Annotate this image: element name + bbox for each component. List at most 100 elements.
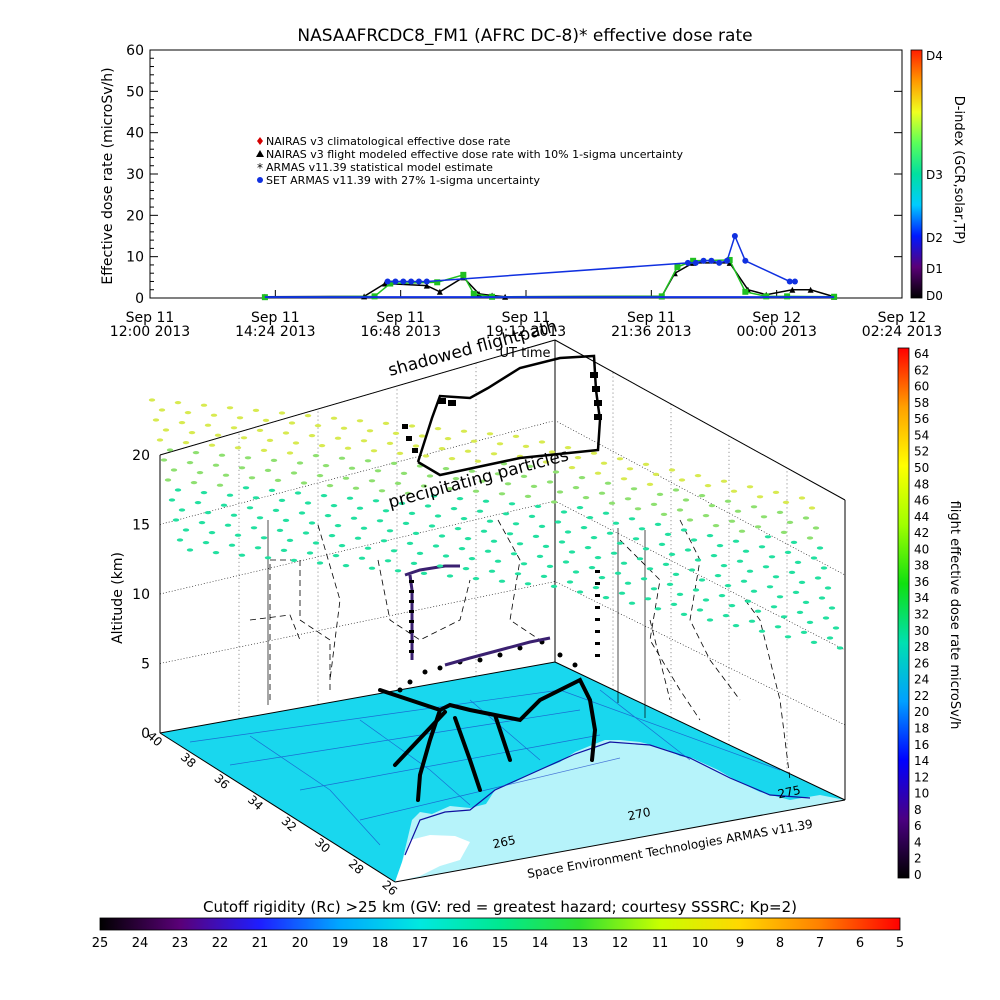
- particle-mark: [342, 564, 350, 568]
- particle-mark: [396, 451, 404, 455]
- particle-mark: [592, 586, 600, 590]
- d-index-tick-label: D0: [926, 289, 943, 303]
- particle-mark: [274, 478, 282, 482]
- particle-mark: [798, 496, 806, 500]
- particle-mark: [490, 452, 498, 456]
- cutoff-rigidity-colorbar-group: Cutoff rigidity (Rc) >25 km (GV: red = g…: [92, 898, 904, 951]
- particle-mark: [282, 431, 290, 435]
- particle-mark: [386, 529, 394, 533]
- particle-mark: [546, 480, 554, 484]
- particle-mark: [464, 449, 472, 453]
- particle-mark: [456, 497, 464, 501]
- particle-mark: [428, 524, 436, 528]
- particle-mark: [204, 423, 212, 427]
- particle-mark: [568, 550, 576, 554]
- data-point: [716, 259, 723, 266]
- particle-mark: [248, 476, 256, 480]
- particle-mark: [260, 536, 268, 540]
- rigidity-tick-label: 20: [292, 936, 309, 951]
- particle-mark: [628, 601, 636, 605]
- particle-mark: [472, 577, 480, 581]
- particle-mark: [254, 546, 262, 550]
- particle-mark: [290, 558, 298, 563]
- particle-mark: [454, 527, 462, 531]
- precipitating-particles-field: [148, 398, 844, 650]
- particle-mark: [754, 525, 762, 529]
- rigidity-tick-label: 12: [612, 936, 629, 951]
- data-point: [408, 278, 415, 285]
- particle-mark: [256, 516, 264, 520]
- particle-mark: [282, 518, 290, 523]
- particle-mark: [512, 434, 520, 438]
- particle-mark: [246, 506, 254, 510]
- particle-mark: [650, 587, 658, 591]
- particle-mark: [468, 469, 476, 473]
- particle-mark: [480, 529, 488, 533]
- dose-tick-label: 18: [914, 721, 929, 735]
- particle-mark: [468, 557, 476, 561]
- particle-mark: [502, 512, 510, 516]
- particle-mark: [582, 496, 590, 500]
- particle-mark: [226, 406, 234, 410]
- particle-mark: [402, 521, 410, 526]
- d-index-colorbar: [910, 49, 923, 299]
- particle-mark: [344, 446, 352, 450]
- legend-marker: *: [257, 161, 263, 175]
- y-tick-label: 10: [126, 250, 144, 266]
- particle-mark: [542, 544, 550, 549]
- dose-colorbar: [897, 347, 910, 879]
- particle-mark: [278, 498, 286, 502]
- particle-mark: [194, 501, 202, 505]
- particle-mark: [276, 528, 284, 533]
- particle-mark: [724, 584, 732, 588]
- particle-mark: [736, 559, 744, 563]
- particle-mark: [546, 564, 554, 569]
- particle-mark: [714, 574, 722, 578]
- particle-mark: [398, 501, 406, 505]
- particle-mark: [816, 546, 824, 550]
- y-tick-label: 40: [126, 126, 144, 142]
- particle-mark: [338, 544, 346, 548]
- particle-mark: [676, 592, 684, 597]
- particle-mark: [536, 554, 544, 559]
- rigidity-tick-label: 15: [492, 936, 509, 951]
- particle-mark: [820, 566, 828, 570]
- particle-mark: [712, 524, 720, 528]
- particle-mark: [412, 444, 420, 448]
- dose-tick-label: 30: [914, 624, 929, 638]
- particle-mark: [418, 434, 426, 438]
- rigidity-tick-label: 7: [816, 936, 824, 951]
- dose-colorbar-ticks: 0246810121416182022242628303234363840424…: [914, 347, 929, 882]
- particle-mark: [322, 464, 330, 468]
- particle-mark: [360, 439, 368, 443]
- data-point: [692, 259, 699, 266]
- altitude-gridline: [159, 339, 846, 501]
- particle-mark: [604, 481, 612, 485]
- x-tick-time: 14:24 2013: [235, 324, 315, 340]
- dose-tick-label: 22: [914, 689, 929, 703]
- particle-mark: [408, 511, 416, 515]
- particle-mark: [566, 580, 574, 584]
- dose-tick-label: 50: [914, 461, 929, 475]
- particle-mark: [378, 489, 386, 493]
- particle-mark: [296, 461, 304, 465]
- particle-mark: [236, 416, 244, 420]
- particle-mark: [260, 448, 268, 452]
- particle-mark: [678, 478, 686, 482]
- particle-mark: [522, 444, 530, 448]
- particle-mark: [608, 501, 616, 505]
- y-axis-label: Effective dose rate (microSv/h): [100, 67, 116, 284]
- particle-mark: [382, 421, 390, 425]
- x-tick-time: 02:24 2013: [862, 324, 942, 340]
- particle-mark: [730, 489, 738, 493]
- particle-mark: [590, 451, 598, 455]
- rigidity-tick-label: 19: [332, 936, 349, 951]
- rigidity-tick-label: 13: [572, 936, 589, 951]
- particle-mark: [806, 620, 814, 625]
- particle-mark: [762, 565, 770, 569]
- particle-mark: [710, 554, 718, 558]
- particle-mark: [496, 442, 504, 446]
- particle-mark: [164, 478, 172, 482]
- particle-mark: [286, 451, 294, 455]
- data-point: [423, 278, 430, 285]
